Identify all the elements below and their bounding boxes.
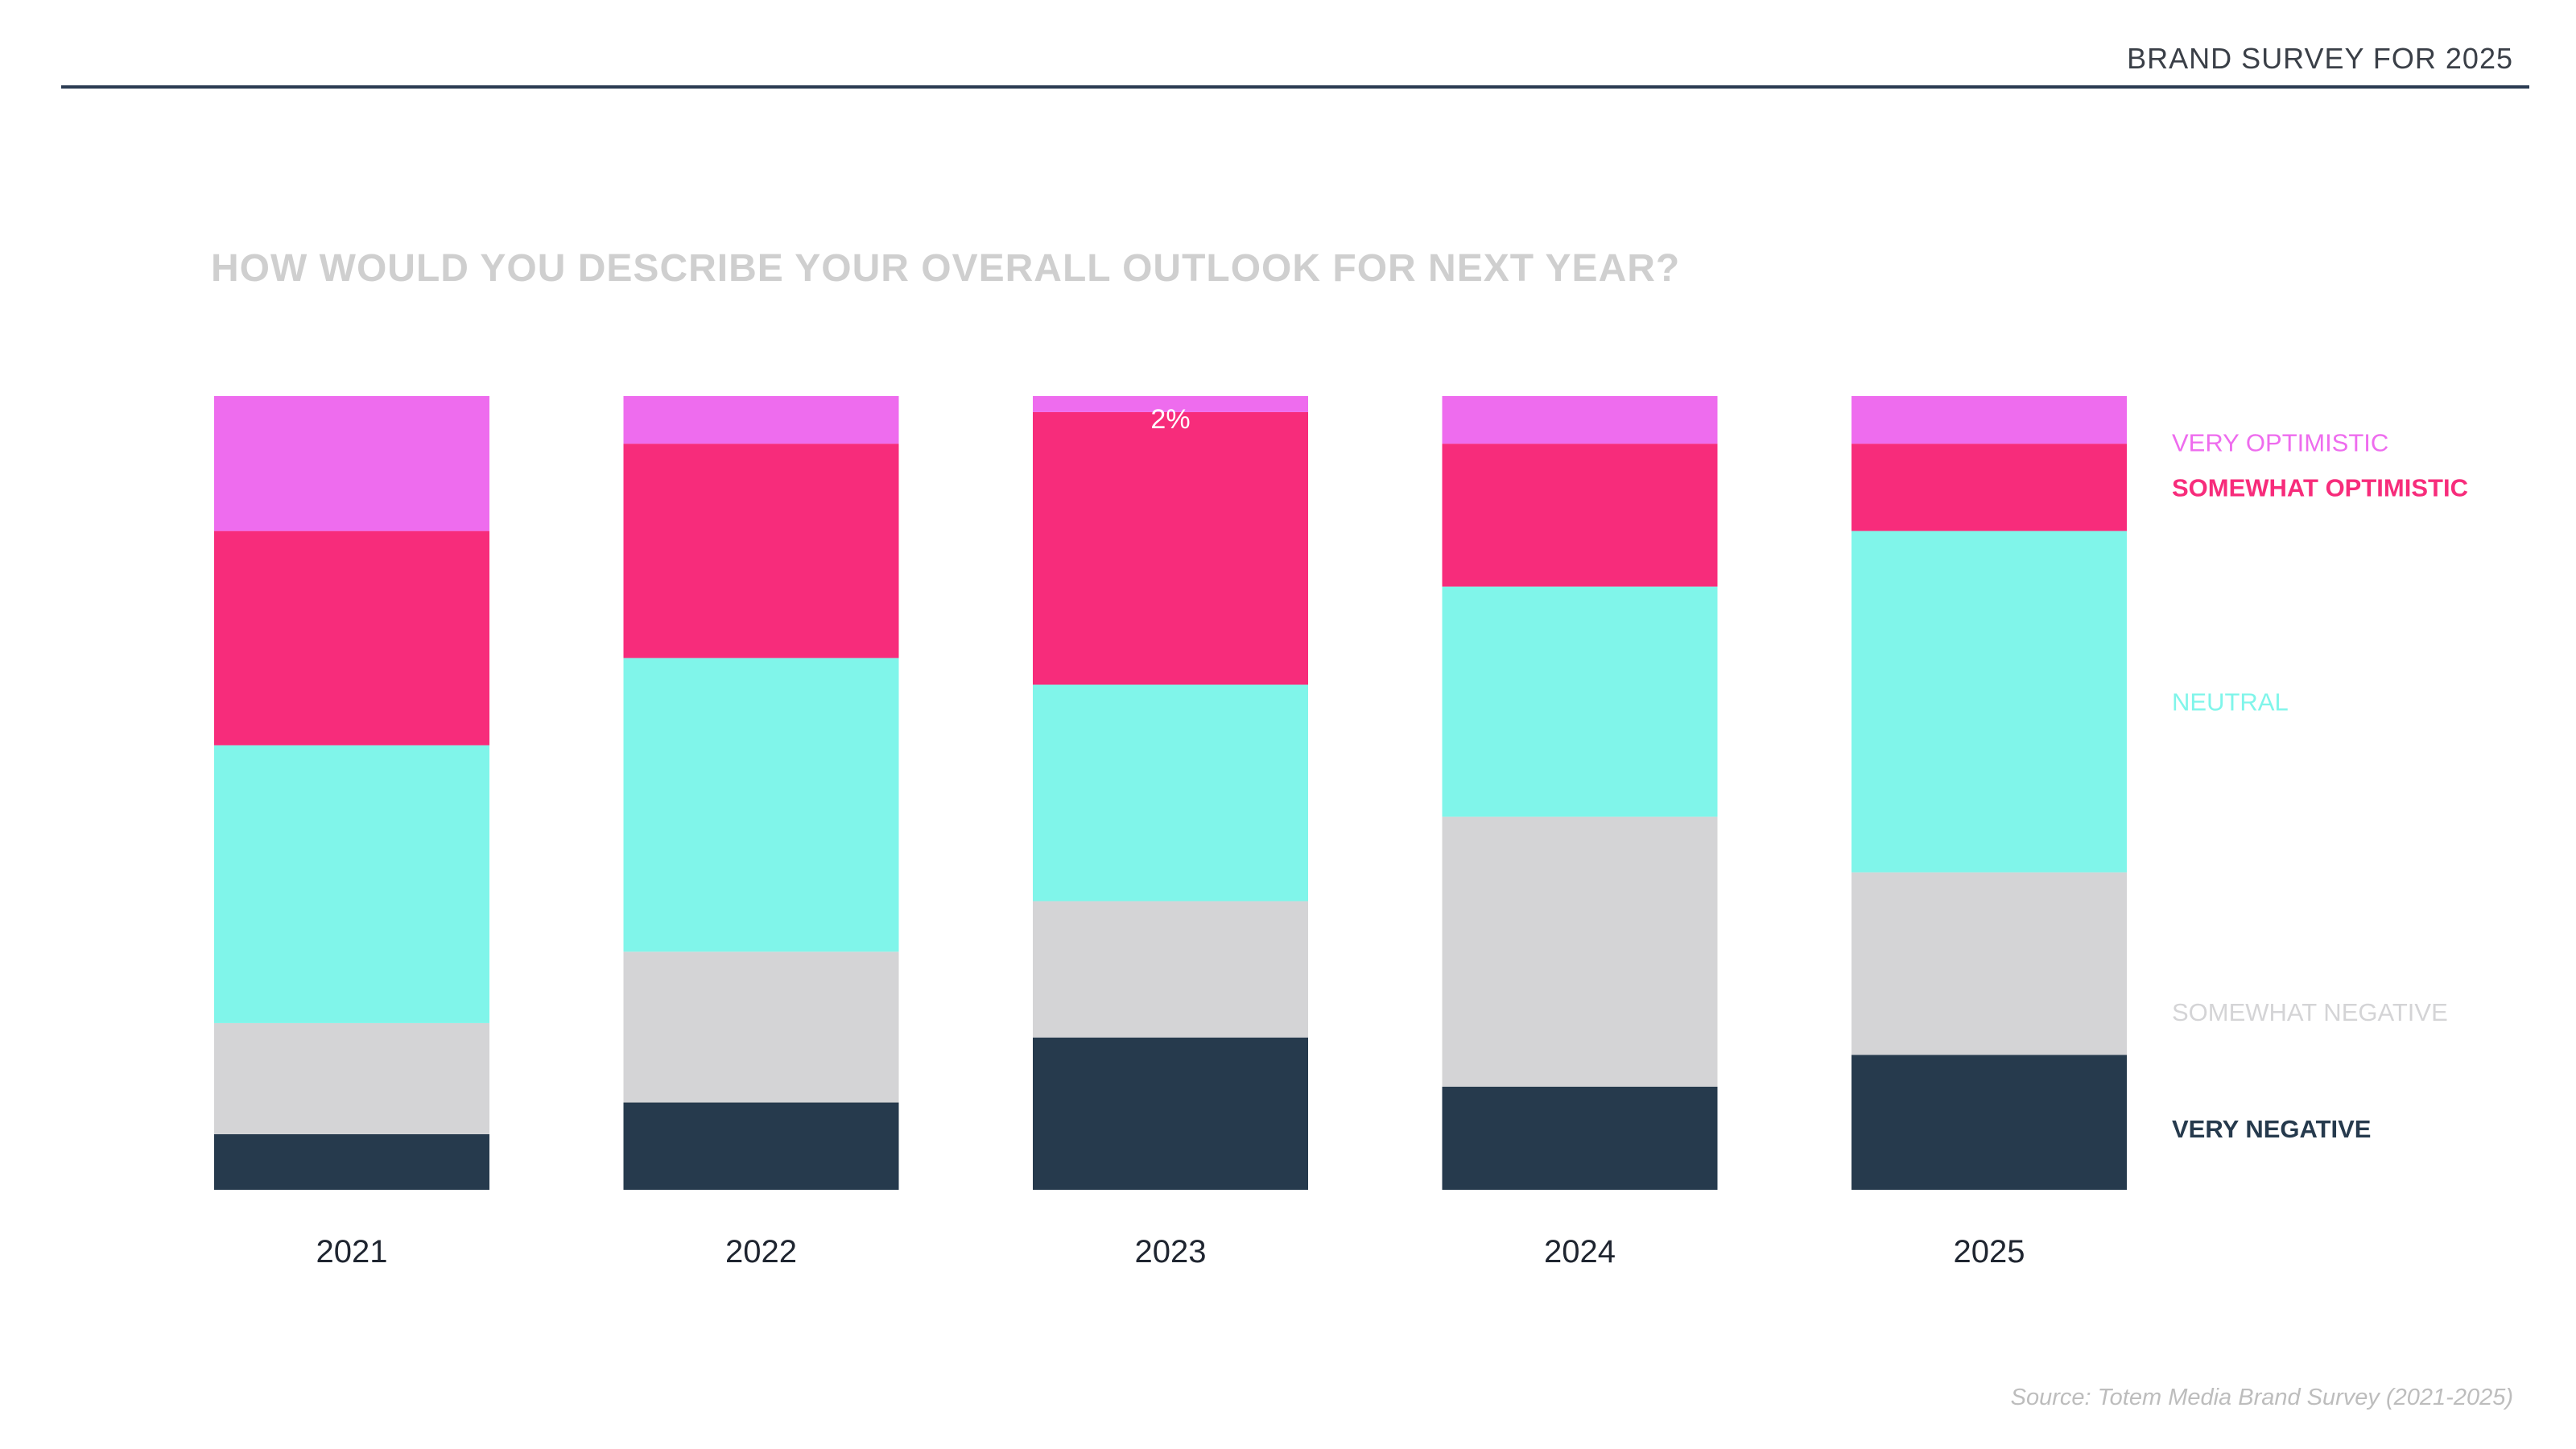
bar-2024-neutral: [1442, 586, 1718, 817]
bar-2025-somewhat-negative: [1852, 872, 2127, 1055]
annotation-2023-very-optimistic: 2%: [1150, 404, 1190, 435]
legend-entry-somewhat-optimistic: SOMEWHAT OPTIMISTIC: [2172, 473, 2468, 502]
legend-entry-very-negative: VERY NEGATIVE: [2172, 1115, 2372, 1143]
bar-2021-neutral: [214, 745, 489, 1023]
bar-2022-somewhat-negative: [623, 952, 899, 1103]
bar-2022-neutral: [623, 658, 899, 952]
legend-entry-very-optimistic: VERY OPTIMISTIC: [2172, 429, 2388, 457]
legend-entry-neutral: NEUTRAL: [2172, 688, 2289, 716]
annotations: 2%: [1150, 404, 1190, 435]
source-note: Source: Totem Media Brand Survey (2021-2…: [2010, 1385, 2513, 1410]
bar-2022-somewhat-optimistic: [623, 444, 899, 658]
bar-2024-somewhat-negative: [1442, 816, 1718, 1087]
x-tick-label-2022: 2022: [725, 1234, 797, 1269]
bar-2021-somewhat-optimistic: [214, 530, 489, 745]
legend: VERY NEGATIVE SOMEWHAT NEGATIVE NEUTRAL SOM…: [2172, 429, 2468, 1144]
x-tick-label-2025: 2025: [1954, 1234, 2025, 1269]
x-tick-label-2024: 2024: [1544, 1234, 1616, 1269]
bar-2021-very-negative: [214, 1133, 489, 1190]
bar-2021-somewhat-negative: [214, 1022, 489, 1134]
bar-2025-somewhat-optimistic: [1852, 444, 2127, 531]
bars-layer: [214, 396, 2127, 1190]
bar-2023-somewhat-optimistic: [1033, 411, 1308, 685]
legend-entry-somewhat-negative: SOMEWHAT NEGATIVE: [2172, 998, 2448, 1026]
bar-2025-very-optimistic: [1852, 396, 2127, 444]
bar-2022-very-optimistic: [623, 396, 899, 444]
bar-2022-very-negative: [623, 1102, 899, 1190]
chart-question: HOW WOULD YOU DESCRIBE YOUR OVERALL OUTL…: [211, 247, 1681, 290]
bar-2024-somewhat-optimistic: [1442, 444, 1718, 587]
bar-2025-very-negative: [1852, 1055, 2127, 1190]
bar-2021-very-optimistic: [214, 396, 489, 531]
page-header-title: BRAND SURVEY FOR 2025: [2127, 42, 2513, 75]
bar-2025-neutral: [1852, 530, 2127, 873]
bar-2024-very-optimistic: [1442, 396, 1718, 444]
x-tick-label-2021: 2021: [316, 1234, 388, 1269]
bar-2023-very-optimistic: [1033, 396, 1308, 412]
x-tick-label-2023: 2023: [1135, 1234, 1207, 1269]
bar-2023-very-negative: [1033, 1037, 1308, 1190]
bar-2024-very-negative: [1442, 1086, 1718, 1190]
x-axis-labels: 2021 2022 2023 2024 2025: [316, 1234, 2025, 1269]
bar-2023-somewhat-negative: [1033, 901, 1308, 1038]
header-divider: [61, 85, 2529, 89]
bar-2023-neutral: [1033, 684, 1308, 902]
